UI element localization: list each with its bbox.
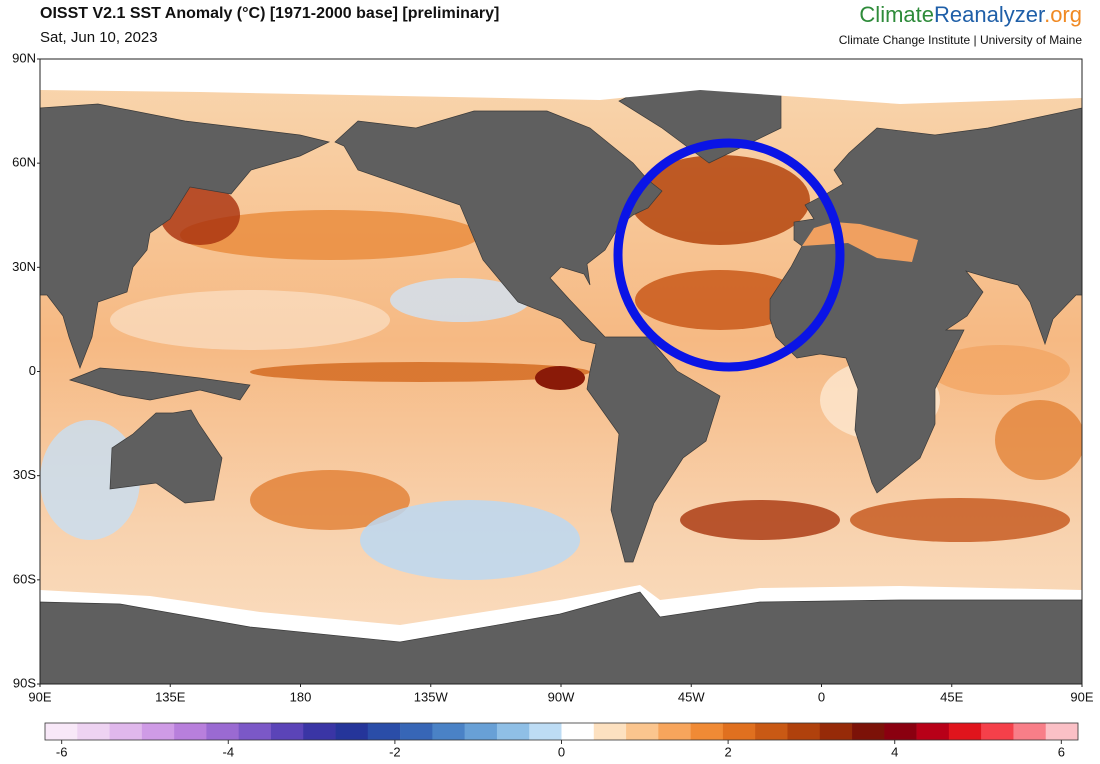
lon-label: 90E [1070, 689, 1093, 704]
colorbar-cell [141, 723, 175, 740]
colorbar-cell [884, 723, 917, 740]
mediterranean [802, 222, 918, 262]
lon-label: 90W [548, 689, 575, 704]
title: OISST V2.1 SST Anomaly (°C) [1971-2000 b… [40, 5, 499, 22]
lon-label: 0 [818, 689, 825, 704]
colorbar-tick-label: 6 [1058, 744, 1065, 759]
colorbar-cell [206, 723, 239, 740]
colorbar-tick-label: -6 [56, 744, 68, 759]
colorbar-cell [174, 723, 207, 740]
colorbar-tick-label: 2 [724, 744, 731, 759]
colorbar-cell [45, 723, 78, 740]
logo-part: .org [1044, 2, 1082, 27]
colorbar-cell [852, 723, 885, 740]
lat-label: 30S [13, 467, 36, 482]
colorbar-cell [626, 723, 659, 740]
colorbar-cell [916, 723, 950, 740]
lon-label: 45E [940, 689, 963, 704]
lon-label: 180 [290, 689, 312, 704]
colorbar-cell [238, 723, 272, 740]
date: Sat, Jun 10, 2023 [40, 29, 158, 46]
highlight-circle [613, 138, 845, 372]
colorbar-cell [529, 723, 562, 740]
logo-subtitle: Climate Change Institute | University of… [839, 33, 1083, 47]
lat-label: 0 [29, 363, 36, 378]
colorbar-cell [432, 723, 465, 740]
colorbar: -6 -4 -2 0 2 4 6 [44, 722, 1079, 759]
colorbar-cell [335, 723, 369, 740]
colorbar-cell [77, 723, 110, 740]
colorbar-cell [400, 723, 433, 740]
colorbar-cell [109, 723, 143, 740]
antarctica [40, 591, 1082, 684]
colorbar-tick-label: 0 [558, 744, 565, 759]
colorbar-cell [464, 723, 498, 740]
lat-label: 60S [13, 571, 36, 586]
colorbar-cell [367, 723, 401, 740]
colorbar-tick-label: -2 [389, 744, 401, 759]
colorbar-tick-label: -4 [222, 744, 234, 759]
colorbar-cell [1013, 723, 1047, 740]
lon-label: 135E [155, 689, 186, 704]
colorbar-cell [690, 723, 724, 740]
lat-label: 60N [12, 155, 36, 170]
logo-part: Climate [859, 2, 934, 27]
arctic-ice [40, 59, 1082, 104]
colorbar-cell [303, 723, 336, 740]
colorbar-cell [593, 723, 627, 740]
colorbar-cell [270, 723, 304, 740]
colorbar-cell [981, 723, 1014, 740]
logo-part: Reanalyzer [934, 2, 1045, 27]
logo: ClimateReanalyzer.org [859, 2, 1082, 27]
lon-label: 90E [28, 689, 51, 704]
lat-label: 90S [13, 675, 36, 690]
colorbar-cell [1045, 723, 1079, 740]
colorbar-tick-label: 4 [891, 744, 898, 759]
colorbar-cell [948, 723, 982, 740]
colorbar-cell [755, 723, 788, 740]
map [40, 59, 1082, 684]
lon-label: 45W [678, 689, 705, 704]
lon-label: 135W [414, 689, 449, 704]
colorbar-cell [658, 723, 691, 740]
colorbar-cell [561, 723, 595, 740]
land [40, 86, 1082, 563]
lat-label: 30N [12, 259, 36, 274]
colorbar-cell [787, 723, 821, 740]
colorbar-cell [496, 723, 530, 740]
colorbar-cell [819, 723, 853, 740]
colorbar-cell [722, 723, 756, 740]
lat-label: 90N [12, 50, 36, 65]
